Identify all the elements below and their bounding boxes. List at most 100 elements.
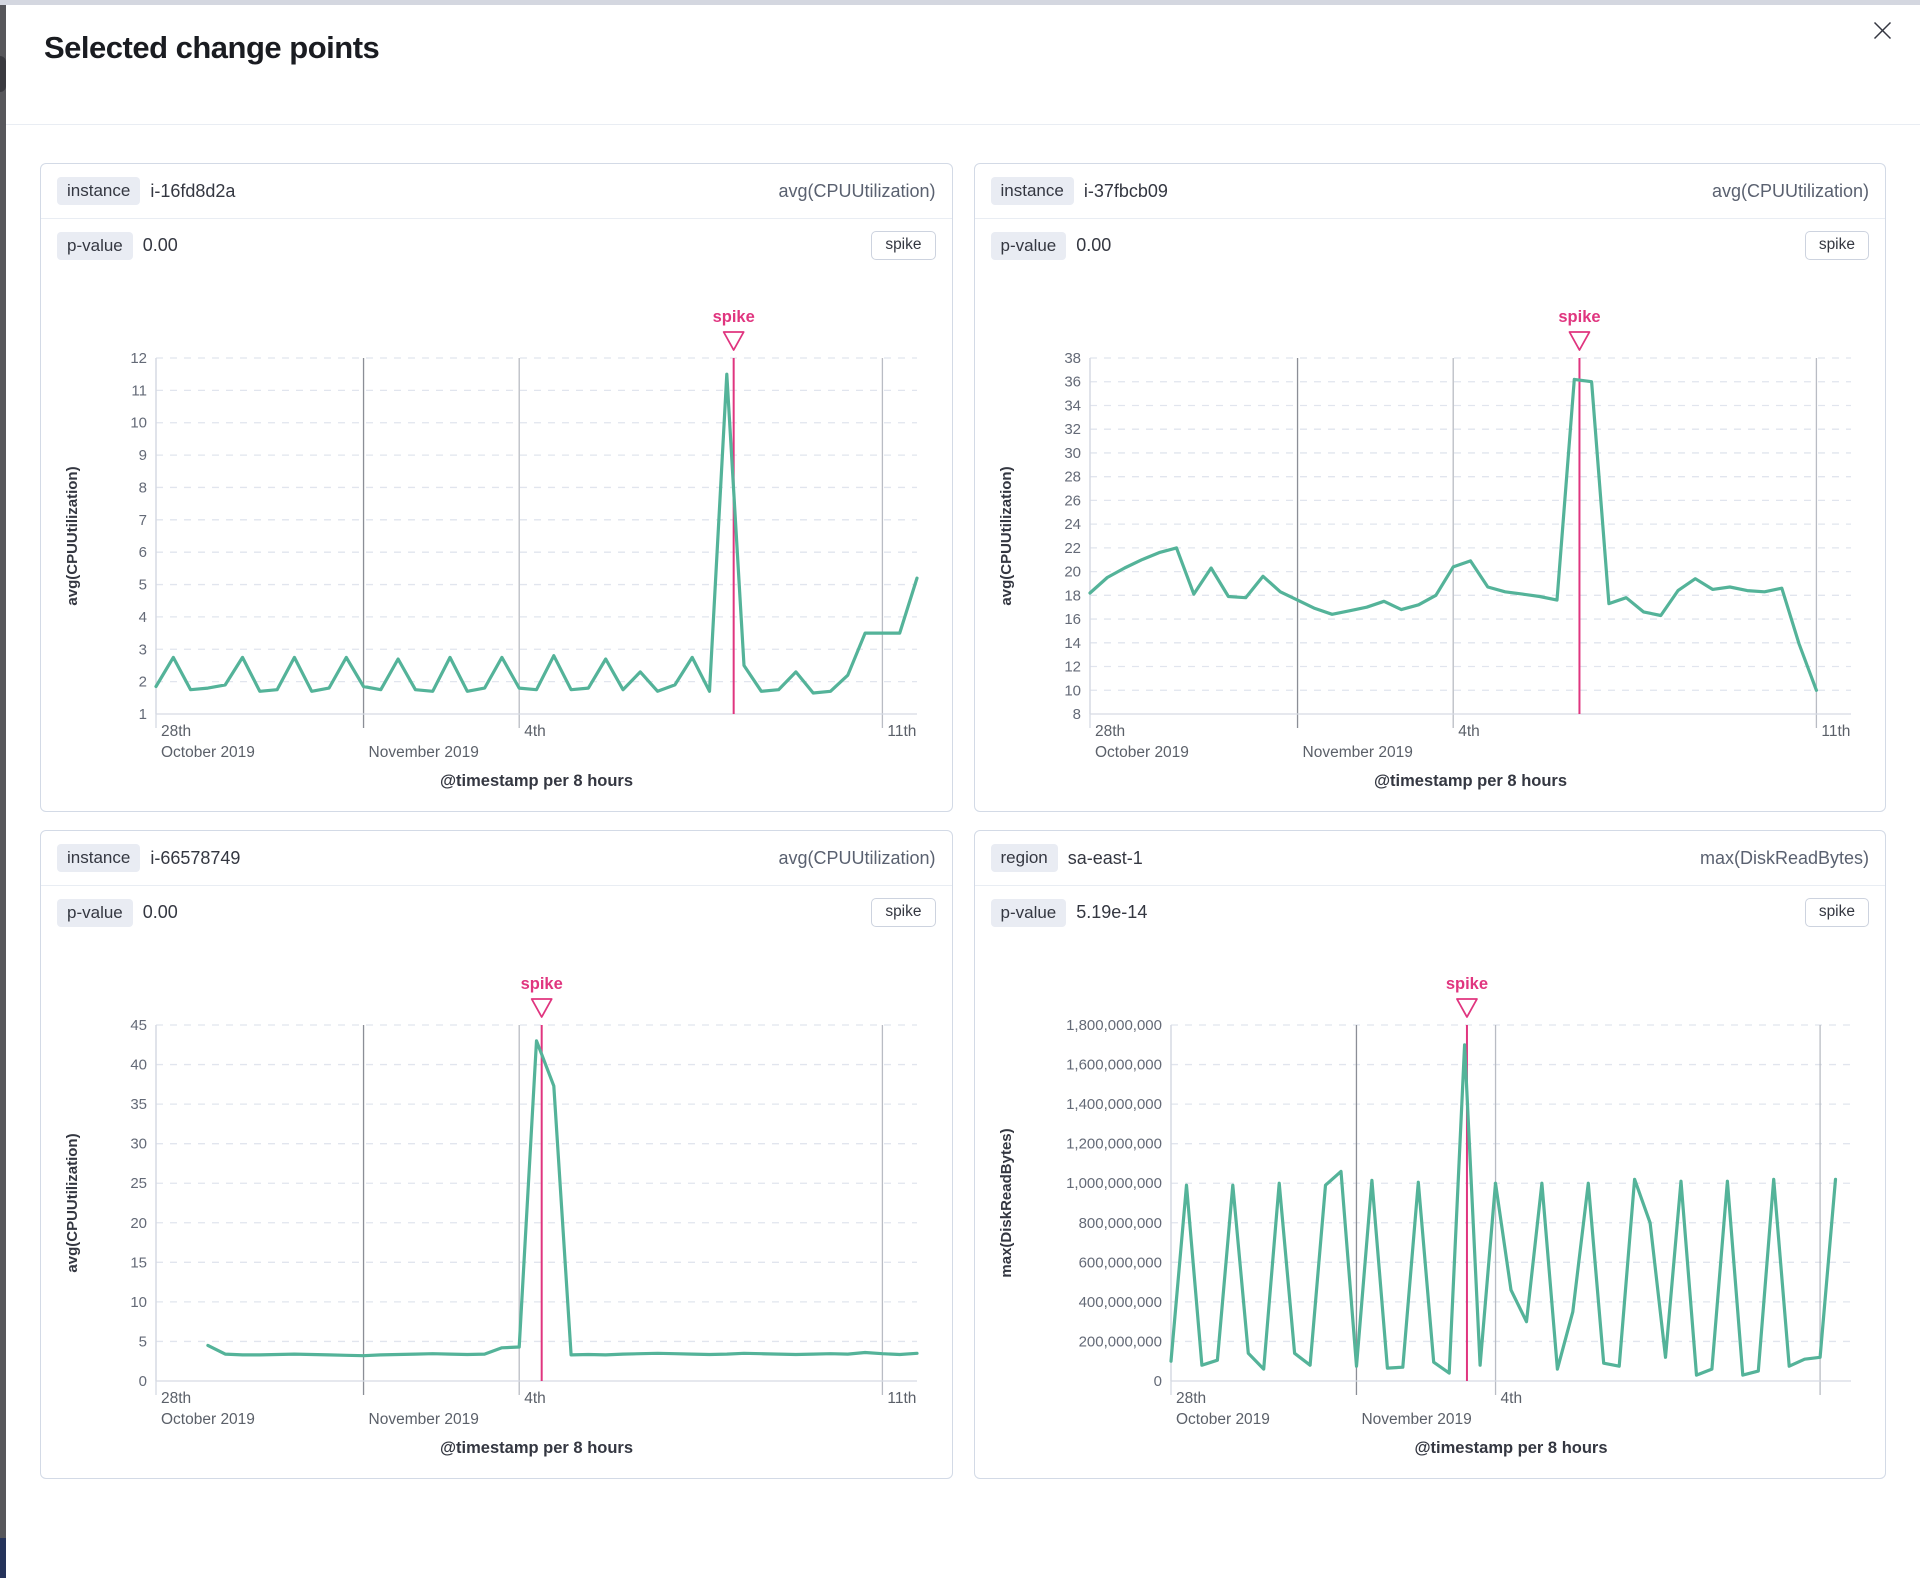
- svg-text:October 2019: October 2019: [161, 744, 255, 761]
- close-button[interactable]: [1868, 16, 1896, 44]
- spike-triangle-icon: [530, 998, 553, 1018]
- svg-text:10: 10: [130, 1294, 147, 1311]
- svg-text:4th: 4th: [1500, 1390, 1522, 1407]
- modal-title: Selected change points: [44, 30, 380, 65]
- svg-text:20: 20: [1064, 564, 1081, 581]
- svg-text:11th: 11th: [1821, 723, 1850, 740]
- spike-annotation-label: spike: [1558, 308, 1600, 326]
- svg-text:6: 6: [139, 544, 147, 561]
- spike-filter-button[interactable]: spike: [1804, 898, 1869, 927]
- svg-text:40: 40: [130, 1057, 147, 1074]
- svg-text:1,200,000,000: 1,200,000,000: [1066, 1136, 1162, 1153]
- svg-text:1,400,000,000: 1,400,000,000: [1066, 1096, 1162, 1113]
- field-value: sa-east-1: [1067, 847, 1143, 868]
- svg-text:max(DiskReadBytes): max(DiskReadBytes): [998, 1128, 1015, 1277]
- svg-text:45: 45: [130, 1017, 147, 1034]
- svg-text:avg(CPUUtilization): avg(CPUUtilization): [998, 466, 1015, 605]
- svg-text:28th: 28th: [1176, 1390, 1206, 1407]
- svg-text:avg(CPUUtilization): avg(CPUUtilization): [64, 1133, 81, 1272]
- metric-label: max(DiskReadBytes): [1699, 847, 1869, 868]
- change-point-chart: 0 200,000,000 400,000,000 600,000,000 800,00…: [975, 939, 1886, 1475]
- svg-text:36: 36: [1064, 374, 1081, 391]
- svg-text:4: 4: [139, 609, 147, 626]
- svg-text:1: 1: [139, 706, 147, 723]
- svg-text:4th: 4th: [524, 1390, 546, 1407]
- change-point-panels: instance i-16fd8d2a avg(CPUUtilization) …: [0, 125, 1920, 1479]
- panel-instance-i-66578749: instance i-66578749 avg(CPUUtilization) …: [40, 830, 953, 1479]
- svg-text:26: 26: [1064, 492, 1081, 509]
- svg-text:4th: 4th: [524, 723, 546, 740]
- svg-text:11th: 11th: [887, 1390, 916, 1407]
- svg-text:October 2019: October 2019: [161, 1411, 255, 1428]
- svg-text:20: 20: [130, 1215, 147, 1232]
- svg-text:1,600,000,000: 1,600,000,000: [1066, 1057, 1162, 1074]
- field-name-badge: instance: [57, 177, 141, 205]
- svg-text:38: 38: [1064, 350, 1081, 367]
- modal-header: Selected change points: [0, 0, 1920, 125]
- panel-header: instance i-16fd8d2a avg(CPUUtilization): [41, 164, 952, 219]
- svg-text:22: 22: [1064, 540, 1081, 557]
- metric-label: avg(CPUUtilization): [778, 847, 936, 868]
- spike-triangle-icon: [1568, 331, 1590, 351]
- panel-header: instance i-37fbcb09 avg(CPUUtilization): [974, 164, 1885, 219]
- svg-text:November 2019: November 2019: [369, 1411, 479, 1428]
- spike-filter-button[interactable]: spike: [1804, 231, 1869, 260]
- svg-text:10: 10: [1064, 682, 1081, 699]
- spike-filter-button[interactable]: spike: [871, 898, 936, 927]
- svg-text:avg(CPUUtilization): avg(CPUUtilization): [64, 466, 81, 605]
- svg-text:1,800,000,000: 1,800,000,000: [1066, 1017, 1162, 1034]
- svg-text:34: 34: [1064, 397, 1081, 414]
- panel-header: region sa-east-1 max(DiskReadBytes): [974, 831, 1885, 886]
- svg-text:35: 35: [130, 1096, 147, 1113]
- svg-text:12: 12: [1064, 659, 1081, 676]
- p-value-badge: p-value: [57, 898, 133, 927]
- p-value-badge: p-value: [990, 898, 1067, 927]
- panel-instance-i-37fbcb09: instance i-37fbcb09 avg(CPUUtilization) …: [973, 163, 1886, 812]
- field-name-badge: region: [990, 844, 1058, 872]
- close-icon: [1873, 21, 1891, 39]
- spike-filter-button[interactable]: spike: [871, 231, 936, 260]
- svg-text:25: 25: [130, 1175, 147, 1192]
- svg-text:0: 0: [139, 1373, 147, 1390]
- p-value-row: p-value 0.00 spike: [975, 219, 1886, 272]
- p-value-number: 5.19e-14: [1076, 902, 1148, 922]
- svg-text:18: 18: [1064, 587, 1081, 604]
- field-value: i-37fbcb09: [1083, 180, 1168, 201]
- chart-svg: 0 5 10 15 20 25 30 35 40 45 28th October 2019 Novemb…: [64, 975, 919, 1457]
- svg-text:14: 14: [1064, 635, 1081, 652]
- svg-text:October 2019: October 2019: [1095, 744, 1189, 761]
- spike-triangle-icon: [722, 331, 745, 351]
- change-point-chart: 0 5 10 15 20 25 30 35 40 45 28th October 2019 Novemb…: [41, 939, 952, 1475]
- svg-text:November 2019: November 2019: [369, 744, 479, 761]
- svg-text:16: 16: [1064, 611, 1081, 628]
- svg-text:2: 2: [139, 674, 147, 691]
- svg-text:7: 7: [139, 512, 147, 529]
- field-name-badge: instance: [990, 177, 1074, 205]
- svg-text:4th: 4th: [1458, 723, 1480, 740]
- chart-svg: 8 10 12 14 16 18 20 22 24 26 28 30 32 34 36 38 28th Octob…: [998, 308, 1851, 790]
- p-value-row: p-value 0.00 spike: [41, 886, 952, 939]
- svg-text:3: 3: [139, 641, 147, 658]
- svg-text:10: 10: [130, 415, 147, 432]
- svg-text:28th: 28th: [1095, 723, 1125, 740]
- field-name-badge: instance: [57, 844, 141, 872]
- svg-text:5: 5: [139, 577, 147, 594]
- svg-text:November 2019: November 2019: [1302, 744, 1412, 761]
- p-value-badge: p-value: [990, 231, 1067, 260]
- svg-text:12: 12: [130, 350, 147, 367]
- metric-label: avg(CPUUtilization): [1711, 180, 1869, 201]
- spike-annotation-label: spike: [1445, 975, 1487, 993]
- svg-text:8: 8: [139, 479, 147, 496]
- svg-text:30: 30: [130, 1136, 147, 1153]
- svg-text:11: 11: [131, 382, 147, 399]
- field-value: i-66578749: [150, 847, 241, 868]
- page-behind-top-strip: [0, 0, 1920, 5]
- svg-text:November 2019: November 2019: [1361, 1411, 1471, 1428]
- panel-instance-i-16fd8d2a: instance i-16fd8d2a avg(CPUUtilization) …: [40, 163, 953, 812]
- svg-text:@timestamp per 8 hours: @timestamp per 8 hours: [1414, 1439, 1607, 1457]
- p-value-number: 0.00: [1076, 235, 1112, 255]
- svg-text:1,000,000,000: 1,000,000,000: [1066, 1175, 1162, 1192]
- page-behind-bottom-left-element: [0, 1538, 6, 1578]
- panel-region-sa-east-1: region sa-east-1 max(DiskReadBytes) p-va…: [973, 830, 1886, 1479]
